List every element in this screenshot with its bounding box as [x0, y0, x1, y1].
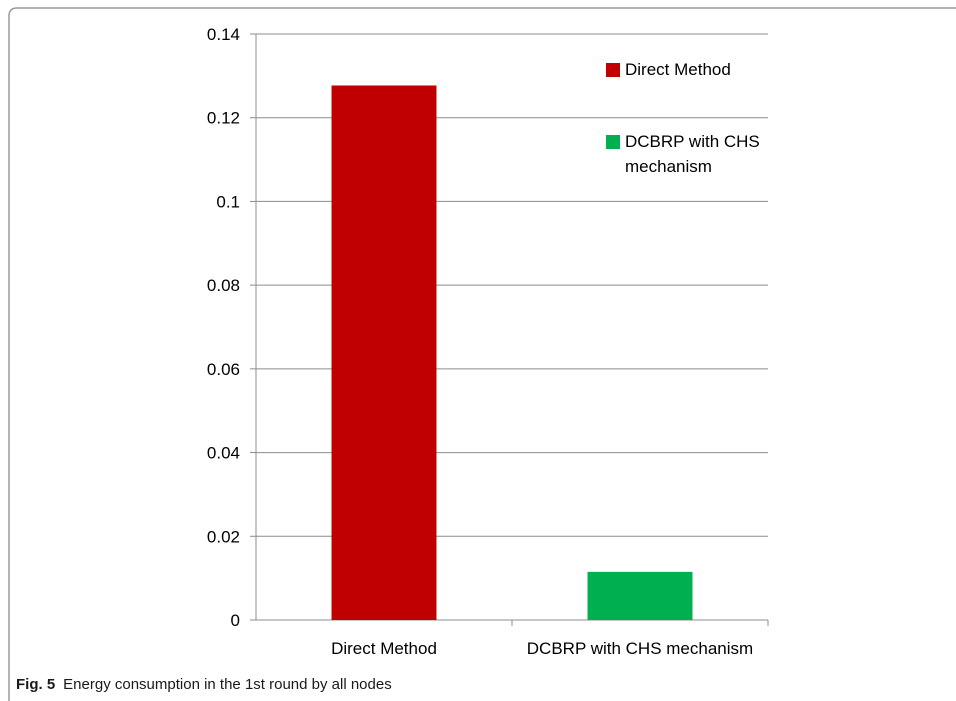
axis-labels: 0 0.02 0.04 0.06 0.08 0.1 0.12 0.14 Direct Metho… [207, 25, 753, 658]
figure-caption: Fig. 5 Energy consumption in the 1st roun… [16, 676, 392, 693]
y-tick-label: 0.06 [207, 360, 240, 379]
figure-number: Fig. 5 [16, 676, 56, 693]
y-tick-label: 0.14 [207, 25, 240, 44]
bars [331, 85, 693, 621]
bar-direct-method [331, 85, 437, 621]
legend-swatch [606, 135, 620, 149]
caption-text: Energy consumption in the 1st round by a… [63, 676, 392, 693]
legend: Direct Method DCBRP with CHS mechanism [606, 60, 760, 176]
bar-dcbrp-chs [587, 571, 693, 620]
x-category-label: DCBRP with CHS mechanism [527, 639, 753, 658]
x-category-label: Direct Method [331, 639, 437, 658]
legend-swatch [606, 63, 620, 77]
y-tick-label: 0.04 [207, 444, 240, 463]
y-tick-label: 0.02 [207, 527, 240, 546]
legend-label: mechanism [625, 157, 712, 176]
y-tick-label: 0 [231, 611, 240, 630]
legend-label: Direct Method [625, 60, 731, 79]
y-tick-label: 0.1 [216, 192, 240, 211]
legend-label: DCBRP with CHS [625, 132, 760, 151]
y-tick-label: 0.12 [207, 109, 240, 128]
axes [250, 33, 769, 626]
figure-border [8, 7, 956, 701]
y-tick-label: 0.08 [207, 276, 240, 295]
